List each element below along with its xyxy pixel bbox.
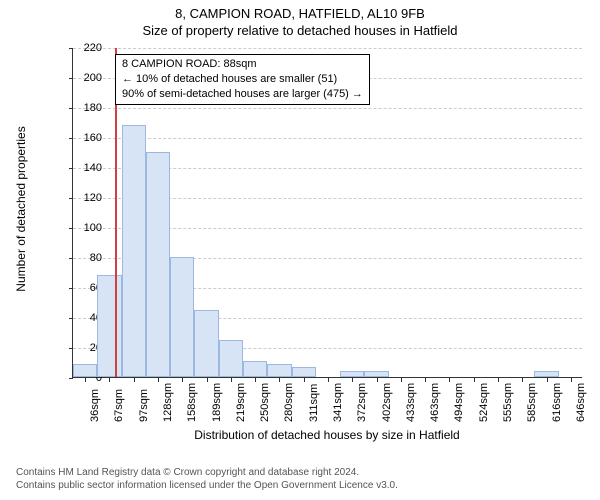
annotation-line: 90% of semi-detached houses are larger (… [122, 87, 363, 102]
xtick-label: 311sqm [308, 384, 320, 422]
gridline [73, 108, 582, 109]
ytick-label: 220 [72, 42, 102, 54]
xtick-label: 67sqm [113, 389, 125, 422]
footer-line: Contains HM Land Registry data © Crown c… [16, 467, 398, 480]
xtick-mark [279, 378, 280, 382]
xtick-label: 250sqm [259, 383, 271, 422]
ytick-label: 200 [72, 72, 102, 84]
xtick-label: 372sqm [356, 383, 368, 422]
xtick-mark [255, 378, 256, 382]
page-subtitle: Size of property relative to detached ho… [0, 21, 600, 38]
page-title: 8, CAMPION ROAD, HATFIELD, AL10 9FB [0, 0, 600, 21]
histogram-bar [194, 310, 218, 378]
gridline [73, 138, 582, 139]
xtick-mark [498, 378, 499, 382]
histogram-bar [340, 371, 364, 377]
xtick-mark [328, 378, 329, 382]
xtick-label: 433sqm [405, 383, 417, 422]
xtick-mark [207, 378, 208, 382]
xtick-label: 158sqm [186, 383, 198, 422]
annotation-line: ← 10% of detached houses are smaller (51… [122, 72, 363, 87]
xtick-label: 494sqm [453, 383, 465, 422]
histogram-bar [97, 275, 121, 377]
xtick-label: 128sqm [162, 383, 174, 422]
ytick-label: 160 [72, 132, 102, 144]
histogram-bar [170, 257, 194, 377]
xtick-label: 402sqm [381, 383, 393, 422]
gridline [73, 48, 582, 49]
xtick-mark [401, 378, 402, 382]
xtick-label: 36sqm [89, 389, 101, 422]
plot-area: 02040608010012014016018020022036sqm67sqm… [72, 48, 582, 378]
ytick-label: 140 [72, 162, 102, 174]
x-axis-label: Distribution of detached houses by size … [72, 428, 582, 470]
ytick-label: 120 [72, 192, 102, 204]
ytick-label: 180 [72, 102, 102, 114]
xtick-mark [85, 378, 86, 382]
xtick-mark [449, 378, 450, 382]
xtick-label: 646sqm [575, 383, 587, 422]
xtick-mark [571, 378, 572, 382]
xtick-mark [522, 378, 523, 382]
xtick-label: 219sqm [235, 383, 247, 422]
xtick-label: 341sqm [332, 383, 344, 422]
xtick-mark [134, 378, 135, 382]
ytick-label: 100 [72, 222, 102, 234]
xtick-mark [474, 378, 475, 382]
xtick-label: 585sqm [526, 383, 538, 422]
histogram-bar [122, 125, 146, 377]
ytick-label: 80 [72, 252, 102, 264]
footer-attribution: Contains HM Land Registry data © Crown c… [16, 467, 398, 492]
xtick-mark [547, 378, 548, 382]
histogram-bar [146, 152, 170, 377]
xtick-label: 524sqm [478, 383, 490, 422]
histogram-bar [292, 367, 316, 378]
xtick-mark [377, 378, 378, 382]
histogram-bar [364, 371, 388, 377]
xtick-mark [109, 378, 110, 382]
chart-container: Number of detached properties 0204060801… [38, 44, 586, 424]
xtick-label: 463sqm [429, 383, 441, 422]
xtick-mark [182, 378, 183, 382]
annotation-line: 8 CAMPION ROAD: 88sqm [122, 57, 363, 72]
annotation-box: 8 CAMPION ROAD: 88sqm ← 10% of detached … [115, 54, 370, 105]
xtick-label: 280sqm [283, 383, 295, 422]
histogram-bar [219, 340, 243, 378]
histogram-bar [267, 364, 291, 378]
xtick-label: 555sqm [502, 383, 514, 422]
footer-line: Contains public sector information licen… [16, 480, 398, 493]
histogram-bar [73, 364, 97, 378]
xtick-mark [425, 378, 426, 382]
xtick-mark [304, 378, 305, 382]
histogram-bar [243, 361, 267, 378]
xtick-label: 97sqm [138, 389, 150, 422]
xtick-mark [231, 378, 232, 382]
histogram-bar [534, 371, 558, 377]
xtick-mark [158, 378, 159, 382]
xtick-label: 616sqm [551, 383, 563, 422]
xtick-mark [352, 378, 353, 382]
y-axis-label: Number of detached properties [14, 126, 28, 291]
xtick-label: 189sqm [211, 383, 223, 422]
